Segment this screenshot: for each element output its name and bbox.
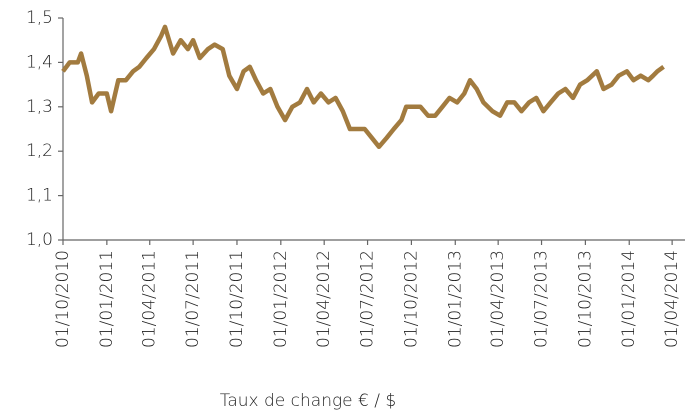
x-tick-label: 01/01/2011 <box>97 250 117 348</box>
x-tick-label: 01/07/2012 <box>358 250 378 348</box>
x-tick-label: 01/04/2014 <box>662 250 682 348</box>
y-tick-label: 1,5 <box>26 8 53 28</box>
series-line <box>61 24 665 150</box>
x-axis-label: Taux de change € / $ <box>220 391 396 411</box>
y-tick-label: 1,2 <box>26 141 53 161</box>
x-tick-label: 01/04/2011 <box>140 250 160 348</box>
y-tick-label: 1,4 <box>26 52 53 72</box>
y-tick-label: 1,0 <box>26 230 53 250</box>
x-tick-label: 01/10/2012 <box>401 250 421 348</box>
x-tick-label: 01/07/2013 <box>532 250 552 348</box>
x-tick-label: 01/07/2011 <box>183 250 203 348</box>
x-tick-label: 01/01/2012 <box>271 250 291 348</box>
x-tick-label: 01/04/2012 <box>314 250 334 348</box>
x-tick-label: 01/10/2011 <box>227 250 247 348</box>
x-tick-label: 01/10/2010 <box>53 250 73 348</box>
x-tick-label: 01/04/2013 <box>488 250 508 348</box>
y-tick-label: 1,1 <box>26 186 53 206</box>
x-tick-label: 01/01/2014 <box>619 250 639 348</box>
y-tick-label: 1,3 <box>26 97 53 117</box>
x-tick-label: 01/10/2013 <box>575 250 595 348</box>
x-tick-label: 01/01/2013 <box>445 250 465 348</box>
